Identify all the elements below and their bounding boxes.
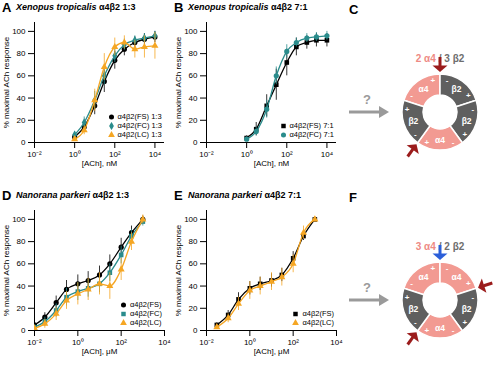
svg-text:20: 20 bbox=[17, 116, 26, 125]
svg-text:α4: α4 bbox=[419, 84, 429, 94]
html-text:α4β2(FS): α4β2(FS) bbox=[130, 300, 162, 309]
svg-text:100: 100 bbox=[184, 215, 198, 224]
svg-text:+: + bbox=[430, 76, 435, 85]
svg-text:-: - bbox=[446, 264, 449, 273]
svg-text:β2: β2 bbox=[451, 84, 461, 94]
svg-text:β2: β2 bbox=[408, 304, 418, 314]
svg-text:10⁴: 10⁴ bbox=[330, 338, 343, 347]
svg-text:[ACh], μM: [ACh], μM bbox=[82, 347, 118, 356]
svg-text:+: + bbox=[466, 91, 471, 100]
svg-text:-: - bbox=[414, 318, 417, 327]
svg-text:100: 100 bbox=[12, 27, 26, 36]
html-text:2 α4 / 3 β2: 2 α4 / 3 β2 bbox=[415, 53, 465, 64]
svg-text:60: 60 bbox=[189, 71, 198, 80]
html-text:B Xenopus tropicalis α4β2 7:1: B Xenopus tropicalis α4β2 7:1 bbox=[174, 0, 308, 15]
svg-text:100: 100 bbox=[184, 27, 198, 36]
svg-text:α4: α4 bbox=[435, 135, 445, 145]
html-text:α4β2(FC): α4β2(FC) bbox=[130, 309, 162, 318]
svg-text:β2: β2 bbox=[462, 304, 472, 314]
svg-text:-: - bbox=[472, 105, 475, 114]
svg-text:40: 40 bbox=[17, 282, 26, 291]
svg-text:80: 80 bbox=[189, 237, 198, 246]
svg-text:α4: α4 bbox=[419, 272, 429, 282]
svg-text:10⁻²: 10⁻² bbox=[199, 338, 214, 347]
svg-text:+: + bbox=[405, 293, 410, 302]
html-text:α4β2(LC) 1:3: α4β2(LC) 1:3 bbox=[117, 130, 162, 139]
svg-text:10⁰: 10⁰ bbox=[69, 150, 81, 159]
svg-text:10⁴: 10⁴ bbox=[149, 150, 162, 159]
svg-text:10⁴: 10⁴ bbox=[321, 150, 334, 159]
html-text:E Nanorana parkeri α4β2 7:1: E Nanorana parkeri α4β2 7:1 bbox=[174, 188, 302, 203]
svg-text:100: 100 bbox=[12, 215, 26, 224]
svg-text:-: - bbox=[452, 326, 455, 335]
svg-text:10⁻²: 10⁻² bbox=[27, 150, 42, 159]
svg-text:% maximal ACh response: % maximal ACh response bbox=[2, 36, 11, 128]
svg-text:+: + bbox=[466, 279, 471, 288]
html-text:α4β2(FC) 1:3: α4β2(FC) 1:3 bbox=[117, 121, 162, 130]
svg-text:-: - bbox=[410, 91, 413, 100]
svg-text:+: + bbox=[405, 105, 410, 114]
svg-text:60: 60 bbox=[17, 71, 26, 80]
svg-text:10²: 10² bbox=[109, 150, 121, 160]
svg-text:[ACh], μM: [ACh], μM bbox=[254, 347, 290, 356]
svg-text:10⁰: 10⁰ bbox=[241, 150, 253, 159]
html-text:α4β2(FS): α4β2(FS) bbox=[302, 309, 334, 318]
svg-text:20: 20 bbox=[189, 116, 198, 125]
svg-text:20: 20 bbox=[17, 304, 26, 313]
svg-text:+: + bbox=[425, 326, 430, 335]
svg-text:+: + bbox=[462, 130, 467, 139]
svg-text:-: - bbox=[410, 279, 413, 288]
svg-text:% maximal ACh response: % maximal ACh response bbox=[2, 224, 11, 316]
svg-text:% maximal ACh response: % maximal ACh response bbox=[174, 224, 183, 316]
svg-text:β2: β2 bbox=[408, 116, 418, 126]
svg-text:10²: 10² bbox=[115, 338, 127, 348]
svg-text:0: 0 bbox=[193, 326, 198, 335]
svg-text:10⁻²: 10⁻² bbox=[27, 338, 42, 347]
svg-text:+: + bbox=[462, 318, 467, 327]
svg-text:60: 60 bbox=[17, 259, 26, 268]
svg-text:60: 60 bbox=[189, 259, 198, 268]
svg-text:10⁻²: 10⁻² bbox=[199, 150, 214, 159]
html-text:3 α4 / 2 β2: 3 α4 / 2 β2 bbox=[415, 241, 465, 252]
html-text:α4β2(FC) 7:1: α4β2(FC) 7:1 bbox=[289, 130, 334, 139]
svg-text:?: ? bbox=[363, 92, 371, 107]
svg-text:C: C bbox=[349, 2, 359, 17]
svg-text:-: - bbox=[446, 76, 449, 85]
svg-text:+: + bbox=[425, 138, 430, 147]
svg-text:40: 40 bbox=[17, 94, 26, 103]
svg-text:-: - bbox=[452, 138, 455, 147]
svg-text:F: F bbox=[349, 190, 357, 205]
svg-text:0: 0 bbox=[21, 326, 26, 335]
svg-text:?: ? bbox=[363, 280, 371, 295]
html-text:α4β2(LC): α4β2(LC) bbox=[130, 318, 162, 327]
html-text:α4β2(FS) 1:3: α4β2(FS) 1:3 bbox=[117, 112, 162, 121]
svg-text:40: 40 bbox=[189, 94, 198, 103]
svg-text:[ACh], nM: [ACh], nM bbox=[82, 159, 118, 168]
svg-text:α4: α4 bbox=[435, 323, 445, 333]
svg-text:β2: β2 bbox=[462, 116, 472, 126]
svg-text:10⁰: 10⁰ bbox=[243, 338, 256, 348]
svg-text:80: 80 bbox=[17, 237, 26, 246]
svg-text:0: 0 bbox=[21, 138, 26, 147]
svg-text:% maximal ACh response: % maximal ACh response bbox=[174, 36, 183, 128]
svg-text:-: - bbox=[472, 293, 475, 302]
html-text:A Xenopus tropicalis α4β2 1:3: A Xenopus tropicalis α4β2 1:3 bbox=[2, 0, 136, 15]
svg-text:α4: α4 bbox=[451, 272, 461, 282]
html-text:D Nanorana parkeri α4β2 1:3: D Nanorana parkeri α4β2 1:3 bbox=[2, 188, 130, 203]
svg-text:[ACh], nM: [ACh], nM bbox=[254, 159, 290, 168]
svg-text:10²: 10² bbox=[281, 150, 293, 160]
svg-text:10⁴: 10⁴ bbox=[158, 338, 171, 347]
svg-text:80: 80 bbox=[189, 49, 198, 58]
svg-text:0: 0 bbox=[193, 138, 198, 147]
svg-text:-: - bbox=[414, 130, 417, 139]
svg-text:40: 40 bbox=[189, 282, 198, 291]
svg-text:20: 20 bbox=[189, 304, 198, 313]
html-text:α4β2(LC): α4β2(LC) bbox=[302, 318, 334, 327]
svg-text:+: + bbox=[430, 264, 435, 273]
svg-text:10²: 10² bbox=[287, 338, 299, 348]
svg-text:80: 80 bbox=[17, 49, 26, 58]
html-text:α4β2(FS) 7:1: α4β2(FS) 7:1 bbox=[289, 121, 334, 130]
svg-text:10⁰: 10⁰ bbox=[71, 338, 84, 348]
